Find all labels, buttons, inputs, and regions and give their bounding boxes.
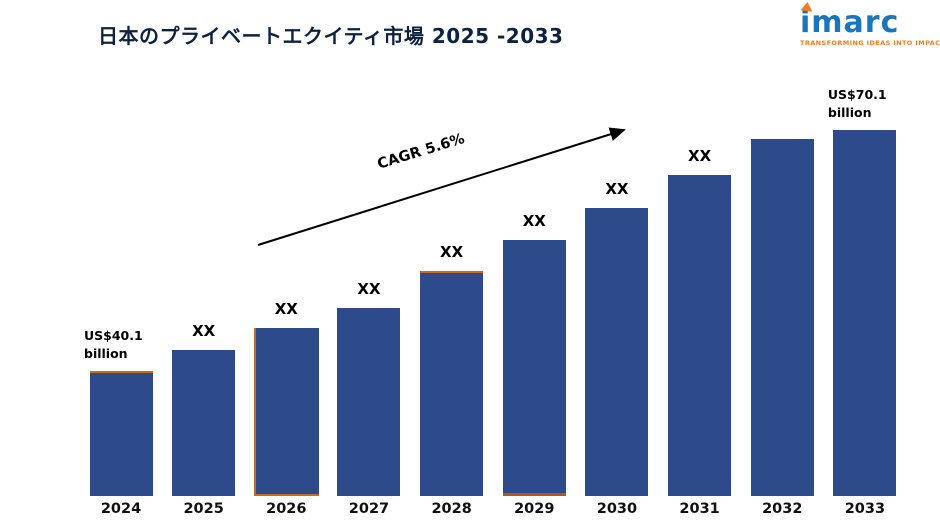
x-axis-label-2024: 2024 bbox=[100, 501, 142, 517]
page-title: 日本のプライベートエクイティ市場 2025 -2033 bbox=[98, 24, 564, 48]
bar-value-label: XX bbox=[192, 321, 216, 340]
bar-value-label: XX bbox=[357, 279, 381, 298]
bar-value-label: US$70.1 billion bbox=[827, 87, 887, 120]
bar-2026 bbox=[253, 328, 319, 496]
x-axis-label-2033: 2033 bbox=[844, 501, 886, 517]
bar-2031 bbox=[668, 175, 732, 496]
bar-column-2030: XX 2030 bbox=[580, 179, 654, 517]
bar-column-2025: XX 2025 bbox=[167, 321, 241, 517]
bar-column-2027: XX 2027 bbox=[332, 279, 406, 517]
x-axis-label-2032: 2032 bbox=[762, 501, 803, 517]
x-axis-label-2026: 2026 bbox=[266, 501, 307, 517]
bar-column-2024: US$40.1 billion 2024 bbox=[84, 327, 158, 517]
bar-2024 bbox=[89, 371, 153, 496]
bar-column-2026: XX 2026 bbox=[249, 299, 323, 517]
bar-value-label: US$40.1 billion bbox=[84, 328, 143, 361]
x-axis-label-2031: 2031 bbox=[679, 501, 720, 517]
x-axis-label-2025: 2025 bbox=[183, 501, 224, 517]
x-axis-label-2029: 2029 bbox=[514, 501, 555, 517]
bar-2027 bbox=[337, 308, 401, 496]
bar-2025 bbox=[172, 350, 236, 496]
bar-value-label: XX bbox=[522, 211, 546, 230]
bar-column-2029: XX 2029 bbox=[497, 211, 571, 517]
imarc-logo-mark: imarc bbox=[800, 1, 900, 40]
bar-2028 bbox=[420, 271, 484, 496]
bar-chart: US$40.1 billion 2024 XX 2025 XX 2026 XX 2027 XX 2… bbox=[84, 86, 902, 517]
bar-2032 bbox=[750, 139, 814, 496]
bar-column-2032: 2032 bbox=[745, 130, 819, 517]
bar-2029 bbox=[502, 240, 566, 496]
imarc-logo: imarc TRANSFORMING IDEAS INTO IMPACT bbox=[800, 1, 940, 47]
imarc-flame-icon bbox=[800, 1, 814, 12]
x-axis-label-2028: 2028 bbox=[431, 501, 472, 517]
x-axis-label-2027: 2027 bbox=[348, 501, 390, 517]
bar-value-label: XX bbox=[688, 146, 712, 165]
bar-value-label: XX bbox=[440, 242, 464, 261]
imarc-logo-text: imarc bbox=[800, 5, 900, 40]
bar-2033 bbox=[833, 130, 897, 496]
bar-value-label: XX bbox=[605, 179, 629, 198]
bar-column-2033: US$70.1 billion 2033 bbox=[828, 86, 902, 517]
bar-2030 bbox=[585, 208, 649, 496]
bar-column-2031: XX 2031 bbox=[663, 146, 737, 517]
x-axis-label-2030: 2030 bbox=[596, 501, 638, 517]
bar-value-label: XX bbox=[274, 299, 298, 318]
bar-column-2028: XX 2028 bbox=[415, 242, 489, 517]
imarc-logo-tagline: TRANSFORMING IDEAS INTO IMPACT bbox=[800, 39, 940, 47]
